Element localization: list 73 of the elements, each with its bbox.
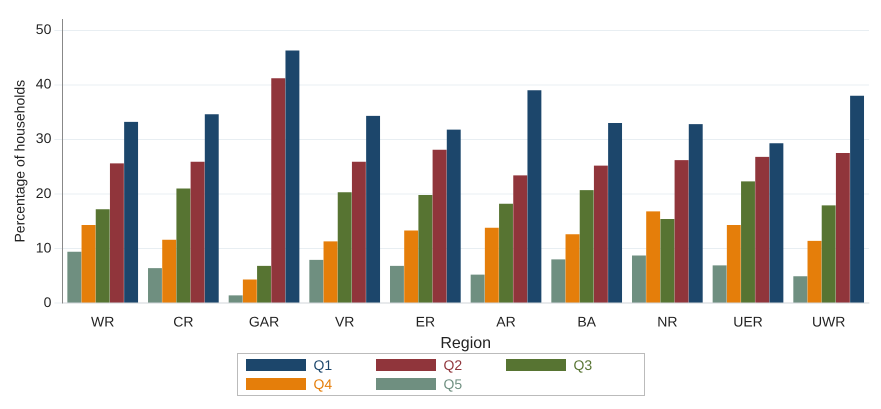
x-tick-label: CR xyxy=(173,313,194,330)
bar xyxy=(176,188,190,302)
bar xyxy=(96,209,110,302)
x-tick-label: WR xyxy=(91,313,114,330)
bar xyxy=(836,153,850,302)
x-tick-label: GAR xyxy=(248,313,280,330)
x-tick-label: AR xyxy=(496,313,516,330)
bar xyxy=(755,156,770,302)
bar xyxy=(204,114,219,302)
bar xyxy=(793,276,808,302)
x-tick-label: ER xyxy=(416,313,436,330)
bar xyxy=(390,266,404,302)
bar xyxy=(608,123,622,302)
x-tick-label: BA xyxy=(577,313,597,330)
bar xyxy=(366,116,380,302)
y-tick-label: 20 xyxy=(36,184,52,201)
y-tick-label: 40 xyxy=(36,76,52,92)
bar xyxy=(527,90,542,302)
y-tick-label: 50 xyxy=(36,21,52,38)
bar xyxy=(285,50,300,302)
x-tick-label: NR xyxy=(657,313,678,330)
bar xyxy=(418,195,432,302)
bar xyxy=(674,160,688,302)
bar xyxy=(352,162,366,302)
bar xyxy=(566,234,580,302)
bar xyxy=(632,256,646,302)
bar xyxy=(67,252,82,302)
bar xyxy=(822,205,836,302)
bar xyxy=(594,166,608,302)
y-axis-title: Percentage of households xyxy=(11,80,28,243)
bar xyxy=(726,225,741,302)
bar xyxy=(446,130,461,302)
bar xyxy=(484,228,499,302)
bar xyxy=(646,211,660,302)
x-tick-label: UER xyxy=(733,313,763,330)
bar xyxy=(712,265,727,302)
bar xyxy=(82,225,96,302)
bar xyxy=(850,96,864,302)
bar xyxy=(110,163,124,302)
bar xyxy=(242,280,257,302)
bar xyxy=(309,260,324,302)
x-axis-title: Region xyxy=(440,334,492,352)
legend-label: Q4 xyxy=(314,376,332,392)
bar xyxy=(769,143,784,302)
bar xyxy=(551,259,566,302)
bar xyxy=(688,124,703,302)
bar xyxy=(741,181,755,302)
bar xyxy=(148,268,162,302)
bar xyxy=(124,122,138,302)
bar xyxy=(513,175,528,302)
bar xyxy=(190,162,205,302)
x-tick-label: VR xyxy=(334,313,354,330)
bar xyxy=(660,219,674,302)
bar xyxy=(228,295,243,302)
y-tick-label: 10 xyxy=(36,239,52,256)
bar xyxy=(324,241,338,302)
bar xyxy=(499,204,513,302)
bar xyxy=(404,230,418,302)
x-tick-label: UWR xyxy=(812,313,846,330)
bar xyxy=(470,274,485,302)
bar xyxy=(271,78,286,302)
legend-label: Q3 xyxy=(574,357,592,373)
y-tick-label: 0 xyxy=(44,294,52,310)
bar xyxy=(338,192,352,302)
bar xyxy=(808,240,822,302)
legend-label: Q1 xyxy=(314,357,332,373)
bar xyxy=(162,240,176,302)
bar xyxy=(580,190,594,302)
bar xyxy=(432,150,447,302)
legend-label: Q2 xyxy=(444,357,462,373)
legend-label: Q5 xyxy=(444,376,462,392)
bar xyxy=(257,266,271,302)
y-tick-label: 30 xyxy=(36,130,52,146)
